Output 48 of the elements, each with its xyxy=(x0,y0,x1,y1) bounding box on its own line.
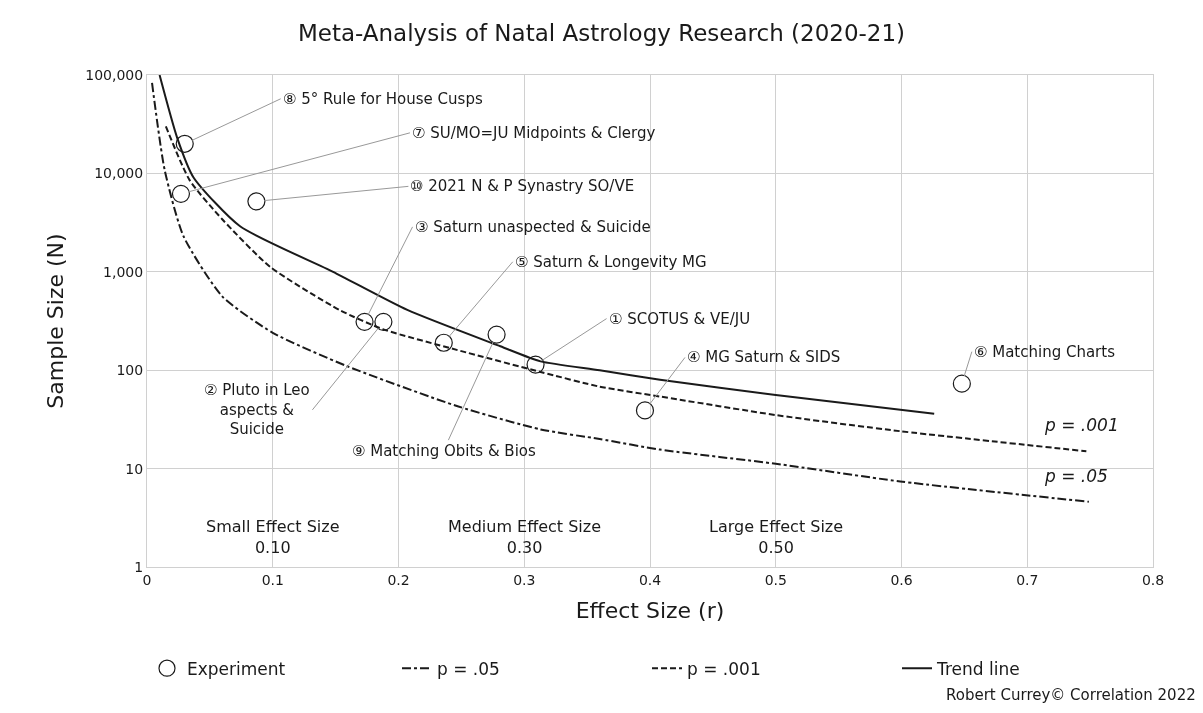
annotation: ② Pluto in Leo aspects & Suicide xyxy=(204,381,310,438)
y-tick-label: 10 xyxy=(125,460,144,477)
annotation: ⑧ 5° Rule for House Cusps xyxy=(283,90,483,108)
x-tick-label: 0.5 xyxy=(764,571,787,588)
annotation: ⑨ Matching Obits & Bios xyxy=(352,442,537,460)
annotation: p = .05 xyxy=(1044,466,1108,486)
chart-title: Meta-Analysis of Natal Astrology Research (2020-21) xyxy=(297,20,906,47)
annotation: ⑩ 2021 N & P Synastry SO/VE xyxy=(410,177,635,195)
annotation: ④ MG Saturn & SIDS xyxy=(687,348,841,366)
legend-label: Experiment xyxy=(187,658,286,679)
y-tick-label: 1,000 xyxy=(103,263,144,280)
annotation: ⑦ SU/MO=JU Midpoints & Clergy xyxy=(412,124,656,142)
x-tick-label: 0.6 xyxy=(890,571,913,588)
x-tick-label: 0.2 xyxy=(387,571,410,588)
annotation: Small Effect Size 0.10 xyxy=(206,517,340,557)
point xyxy=(952,374,971,393)
annotation: ③ Saturn unaspected & Suicide xyxy=(415,218,651,236)
y-tick-label: 100,000 xyxy=(85,66,144,83)
text: Robert Currey© Correlation 2022 xyxy=(946,686,1196,704)
legend-label: Trend line xyxy=(936,658,1020,679)
point xyxy=(355,312,374,331)
x-tick-label: 0.3 xyxy=(513,571,536,588)
point xyxy=(526,355,545,374)
point xyxy=(175,134,194,153)
legend-label: p = .05 xyxy=(437,658,500,679)
point xyxy=(171,184,191,203)
x-tick-label: 0.1 xyxy=(261,571,284,588)
y-axis-title: Sample Size (N) xyxy=(43,233,69,409)
point xyxy=(635,401,655,420)
x-tick-label: 0.8 xyxy=(1141,571,1165,588)
annotation: ① SCOTUS & VE/JU xyxy=(609,310,751,328)
point xyxy=(434,333,453,352)
legend-label: p = .001 xyxy=(687,658,761,679)
x-tick-label: 0.4 xyxy=(638,571,662,588)
y-tick-label: 1 xyxy=(134,558,144,575)
y-tick-label: 100 xyxy=(116,362,144,379)
x-axis-title: Effect Size (r) xyxy=(575,597,725,623)
point xyxy=(487,325,506,344)
annotation: Medium Effect Size 0.30 xyxy=(448,517,602,557)
point xyxy=(247,192,266,211)
annotation: ⑤ Saturn & Longevity MG xyxy=(515,253,707,271)
point xyxy=(374,312,393,331)
y-tick-label: 10,000 xyxy=(94,165,144,182)
x-tick-label: 0 xyxy=(142,571,152,588)
annotation: Large Effect Size 0.50 xyxy=(709,517,844,557)
annotation: ⑥ Matching Charts xyxy=(974,343,1116,361)
x-tick-label: 0.7 xyxy=(1016,571,1039,588)
annotation: p = .001 xyxy=(1044,415,1119,435)
